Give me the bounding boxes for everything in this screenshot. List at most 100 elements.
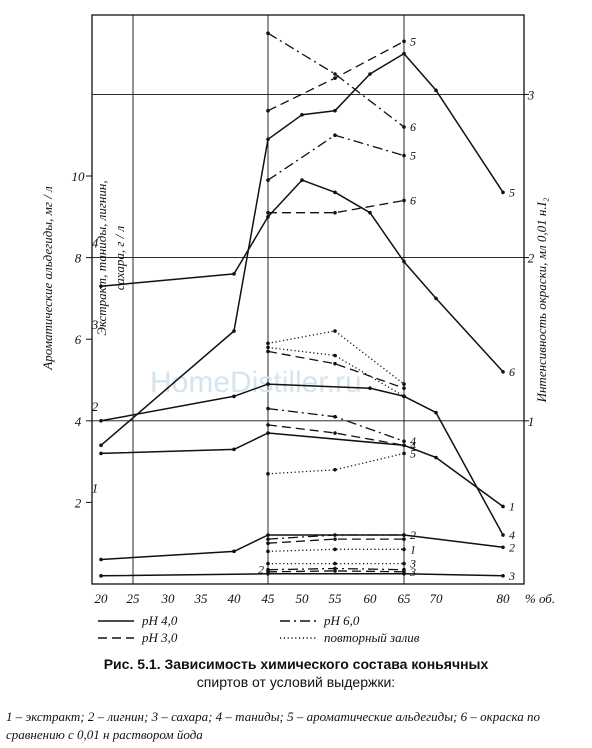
data-point-4-6 [402, 51, 406, 56]
x-tick-40: 40 [228, 591, 242, 606]
legend-label-0: pH 4,0 [141, 613, 178, 628]
data-point-11-2 [402, 39, 406, 44]
data-point-1-1 [232, 549, 236, 554]
y-outer-tick-8: 8 [75, 251, 82, 266]
series-line-14 [267, 424, 405, 446]
data-point-14-2 [402, 443, 406, 448]
data-point-11-1 [333, 76, 337, 80]
data-point-18-0 [266, 345, 270, 350]
tick-labels: 20 25 30 35 40 45 50 55 60 65 70 80% об.24681012341… [72, 87, 556, 606]
data-point-3-2 [266, 382, 270, 386]
x-axis-unit: % об. [525, 591, 555, 606]
y-outer-tick-4: 4 [75, 414, 82, 429]
x-tick-35: 35 [194, 591, 209, 606]
series-line-7 [267, 134, 405, 181]
data-point-2-0 [99, 574, 103, 578]
data-point-0-2 [266, 431, 270, 435]
data-point-13-2 [402, 386, 406, 390]
curve-label-20: 1 [410, 542, 416, 556]
y-right-tick-2: 2 [528, 251, 535, 266]
data-point-5-4 [333, 190, 337, 195]
data-point-7-0 [266, 178, 270, 182]
curve-label-14: 4 [410, 438, 416, 452]
data-point-3-5 [434, 410, 438, 415]
figure-title-line2: спиртов от условий выдержки: [196, 674, 396, 690]
data-point-18-2 [402, 394, 406, 399]
data-point-16-1 [333, 569, 337, 573]
x-tick-55: 55 [329, 591, 343, 606]
data-point-4-8 [501, 190, 505, 195]
data-point-16-0 [266, 569, 270, 574]
series-line-13 [267, 350, 405, 389]
curve-label-1: 2 [509, 540, 515, 554]
data-point-2-3 [501, 574, 505, 578]
data-point-12-2 [402, 198, 406, 203]
data-point-6-1 [333, 72, 337, 76]
data-point-21-2 [402, 561, 406, 566]
data-point-5-3 [300, 178, 304, 182]
curve-label-12: 6 [410, 193, 416, 207]
data-point-4-1 [232, 329, 236, 333]
data-point-15-2 [402, 537, 406, 541]
data-point-5-7 [434, 296, 438, 301]
curve-label-9: 2 [410, 528, 416, 542]
series-line-2 [100, 573, 504, 577]
y-outer-tick-10: 10 [72, 169, 86, 184]
grid-lines [92, 15, 524, 584]
data-point-17-2 [402, 382, 406, 386]
watermark: HomeDistiller.ru [150, 366, 362, 399]
legend: pH 4,0 pH 6,0 pH 3,0 повторный залив [98, 613, 420, 645]
data-point-18-1 [333, 353, 337, 358]
data-point-3-3 [368, 386, 372, 390]
y-inner-tick-2: 2 [92, 399, 99, 414]
data-point-3-0 [99, 419, 103, 423]
series-line-17 [267, 330, 405, 385]
data-point-0-1 [232, 447, 236, 452]
y-outer-tick-2: 2 [75, 495, 82, 510]
data-point-12-1 [333, 210, 337, 215]
curve-label-21: 3 [409, 557, 416, 571]
data-point-0-0 [99, 451, 103, 456]
data-point-15-0 [266, 541, 270, 545]
y-outer-tick-6: 6 [75, 332, 82, 347]
data-point-14-0 [266, 423, 270, 427]
data-point-20-2 [402, 547, 406, 552]
data-point-3-6 [501, 533, 505, 537]
data-point-4-5 [368, 72, 372, 76]
data-point-15-1 [333, 537, 337, 541]
data-point-12-0 [266, 210, 270, 215]
data-point-5-5 [368, 210, 372, 215]
series-line-11 [267, 40, 405, 112]
data-point-9-1 [333, 533, 337, 537]
data-point-3-1 [232, 394, 236, 399]
x-tick-60: 60 [364, 591, 378, 606]
data-point-6-2 [402, 125, 406, 129]
data-point-4-0 [99, 443, 103, 448]
series-line-15 [267, 538, 404, 544]
data-point-19-0 [266, 472, 270, 476]
data-point-4-2 [266, 137, 270, 142]
data-point-21-1 [333, 561, 337, 566]
data-point-13-0 [266, 349, 270, 354]
x-tick-45: 45 [262, 591, 276, 606]
data-point-1-0 [99, 557, 103, 562]
curve-label-8: 4 [410, 434, 416, 448]
figure-label: Рис. 5.1. [103, 656, 161, 672]
legend-label-3: повторный залив [324, 630, 420, 645]
data-point-0-4 [434, 455, 438, 460]
legend-label-1: pH 6,0 [323, 613, 360, 628]
curve-label-5: 6 [509, 365, 515, 379]
x-tick-65: 65 [398, 591, 412, 606]
series-line-5 [100, 179, 504, 373]
series-line-8 [267, 407, 405, 442]
curve-legend-note: 1 – экстракт; 2 – лигнин; 3 – сахара; 4 … [6, 709, 540, 742]
data-point-13-1 [333, 361, 337, 366]
y-inner-tick-1: 1 [92, 480, 99, 495]
data-point-5-1 [232, 272, 236, 276]
data-point-8-0 [266, 406, 270, 411]
series-group [99, 31, 505, 578]
curve-label-16: 3 [409, 565, 416, 579]
data-point-17-0 [266, 341, 270, 346]
data-point-9-0 [266, 537, 270, 541]
